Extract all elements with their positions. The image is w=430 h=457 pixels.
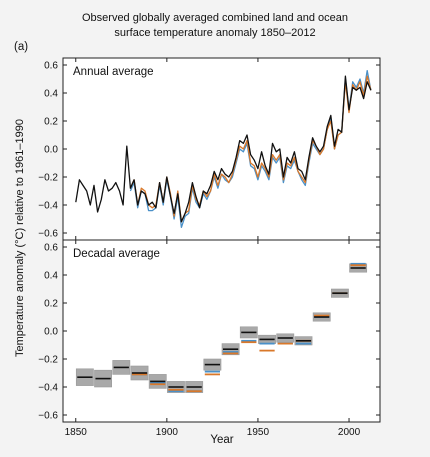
decadal-ytick-label: −0.2	[38, 355, 58, 366]
decadal-xtick-label: 1900	[156, 427, 179, 438]
decadal-xtick-label: 2000	[338, 427, 361, 438]
decadal-ytick-label: −0.6	[38, 411, 58, 422]
decadal-ytick-label: 0.2	[44, 299, 58, 310]
x-axis-label: Year	[210, 434, 233, 446]
annual-panel-title: Annual average	[73, 66, 154, 78]
annual-series-black	[75, 75, 372, 223]
decadal-ytick-label: −0.4	[38, 383, 58, 394]
y-axis-label: Temperature anomaly (°C) relative to 196…	[14, 119, 26, 357]
decadal-xtick-label: 1850	[65, 427, 88, 438]
annual-ytick-label: 0.2	[44, 117, 58, 128]
figure-title-line1: Observed globally averaged combined land…	[82, 12, 348, 24]
annual-ytick-label: −0.2	[38, 173, 58, 184]
annual-ytick-label: 0.0	[44, 145, 58, 156]
decadal-plot-frame	[62, 239, 381, 423]
decadal-panel-title: Decadal average	[73, 248, 160, 260]
panel-label: (a)	[14, 41, 28, 53]
decadal-ytick-label: 0.4	[44, 271, 58, 282]
annual-ytick-label: −0.6	[38, 229, 58, 240]
annual-ytick-label: 0.4	[44, 89, 58, 100]
annual-ytick-label: −0.4	[38, 201, 58, 212]
decadal-xtick-label: 1950	[247, 427, 270, 438]
decadal-ytick-label: 0.0	[44, 327, 58, 338]
decadal-ytick-label: 0.6	[44, 243, 58, 254]
annual-ytick-label: 0.6	[44, 61, 58, 72]
annual-plot-frame	[62, 57, 381, 241]
figure-title-line2: surface temperature anomaly 1850–2012	[114, 27, 315, 39]
annual-panel: −0.6 −0.4 −0.2 0.0 0.2 0.4 0.6 Annual average	[38, 57, 381, 241]
decadal-panel: −0.6 −0.4 −0.2 0.0 0.2 0.4 0.6 1850 1900 1950 2000…	[38, 239, 381, 438]
